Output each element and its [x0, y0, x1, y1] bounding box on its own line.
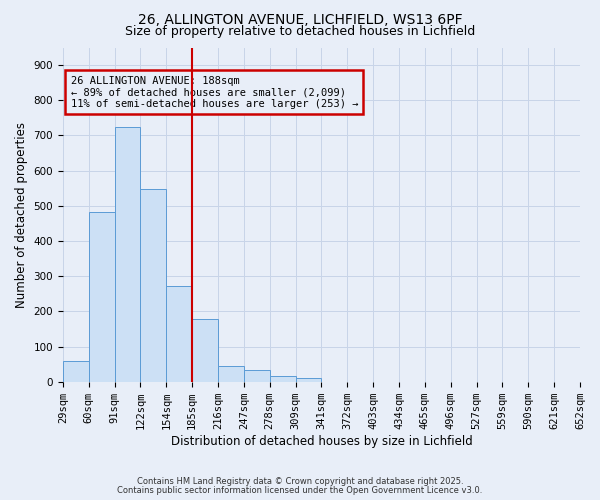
Bar — [140, 188, 166, 382]
Bar — [63, 360, 89, 382]
Bar — [115, 126, 140, 382]
Bar — [89, 212, 115, 382]
Bar — [218, 366, 244, 382]
Text: 26 ALLINGTON AVENUE: 188sqm
← 89% of detached houses are smaller (2,099)
11% of : 26 ALLINGTON AVENUE: 188sqm ← 89% of det… — [71, 76, 358, 109]
Bar — [192, 319, 218, 382]
Text: Contains HM Land Registry data © Crown copyright and database right 2025.: Contains HM Land Registry data © Crown c… — [137, 477, 463, 486]
Bar — [270, 376, 296, 382]
X-axis label: Distribution of detached houses by size in Lichfield: Distribution of detached houses by size … — [170, 434, 472, 448]
Text: 26, ALLINGTON AVENUE, LICHFIELD, WS13 6PF: 26, ALLINGTON AVENUE, LICHFIELD, WS13 6P… — [137, 12, 463, 26]
Text: Size of property relative to detached houses in Lichfield: Size of property relative to detached ho… — [125, 25, 475, 38]
Bar — [296, 378, 322, 382]
Bar — [166, 286, 192, 382]
Text: Contains public sector information licensed under the Open Government Licence v3: Contains public sector information licen… — [118, 486, 482, 495]
Bar — [244, 370, 270, 382]
Y-axis label: Number of detached properties: Number of detached properties — [15, 122, 28, 308]
